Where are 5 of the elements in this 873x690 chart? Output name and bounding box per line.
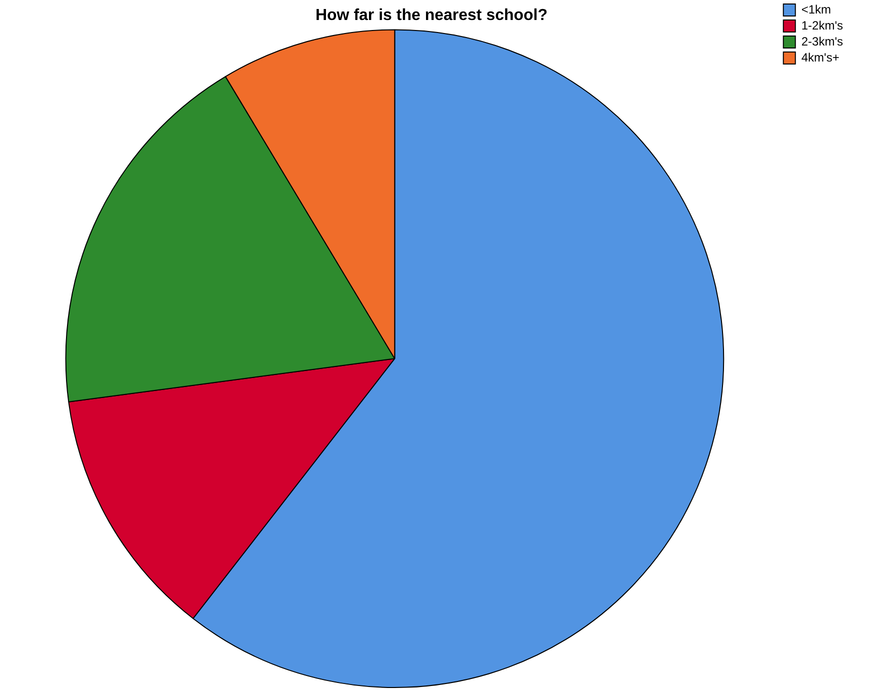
legend-label: 4km's+ xyxy=(801,50,840,64)
legend-label: 2-3km's xyxy=(801,34,844,48)
legend-label: 1-2km's xyxy=(801,18,844,32)
legend-label: <1km xyxy=(801,2,832,16)
chart-title: How far is the nearest school? xyxy=(315,7,548,24)
